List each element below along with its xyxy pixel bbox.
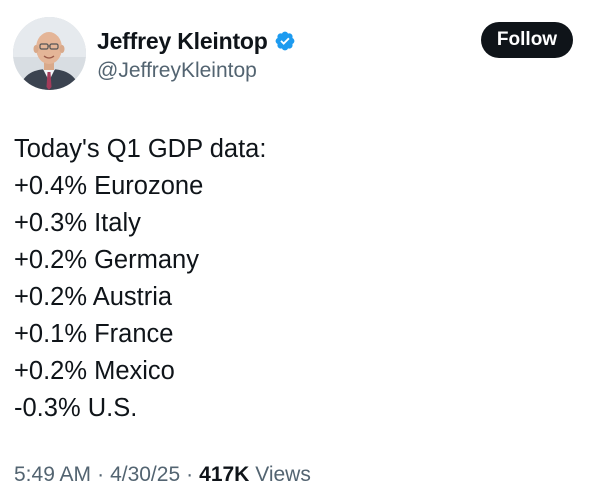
tweet-line: +0.4% Eurozone [14,172,204,200]
tweet-date[interactable]: 4/30/25 [110,463,181,486]
tweet-header: Jeffrey Kleintop @JeffreyKleintop Follow [13,17,573,92]
tweet-line: +0.3% Italy [14,209,141,237]
follow-button[interactable]: Follow [481,22,573,58]
tweet-meta: 5:49 AM · 4/30/25 · 417K Views [14,463,311,487]
tweet-text: Today's Q1 GDP data: +0.4% Eurozone +0.3… [14,131,266,427]
tweet-line: Today's Q1 GDP data: [14,135,267,163]
avatar[interactable] [13,17,86,90]
meta-separator: · [97,463,105,486]
tweet-time[interactable]: 5:49 AM [14,463,92,486]
display-name-row: Jeffrey Kleintop [97,26,296,56]
views-count[interactable]: 417K [199,463,250,486]
tweet-line: +0.1% France [14,320,174,348]
meta-separator: · [186,463,194,486]
verified-badge-icon[interactable] [274,30,296,52]
user-handle[interactable]: @JeffreyKleintop [97,59,257,82]
user-info: Jeffrey Kleintop @JeffreyKleintop [97,26,296,83]
avatar-photo [13,17,86,90]
views-label[interactable]: Views [255,463,311,486]
tweet-line: +0.2% Germany [14,246,199,274]
display-name[interactable]: Jeffrey Kleintop [97,27,268,54]
tweet-line: -0.3% U.S. [14,394,138,422]
tweet-line: +0.2% Mexico [14,357,175,385]
tweet-line: +0.2% Austria [14,283,173,311]
